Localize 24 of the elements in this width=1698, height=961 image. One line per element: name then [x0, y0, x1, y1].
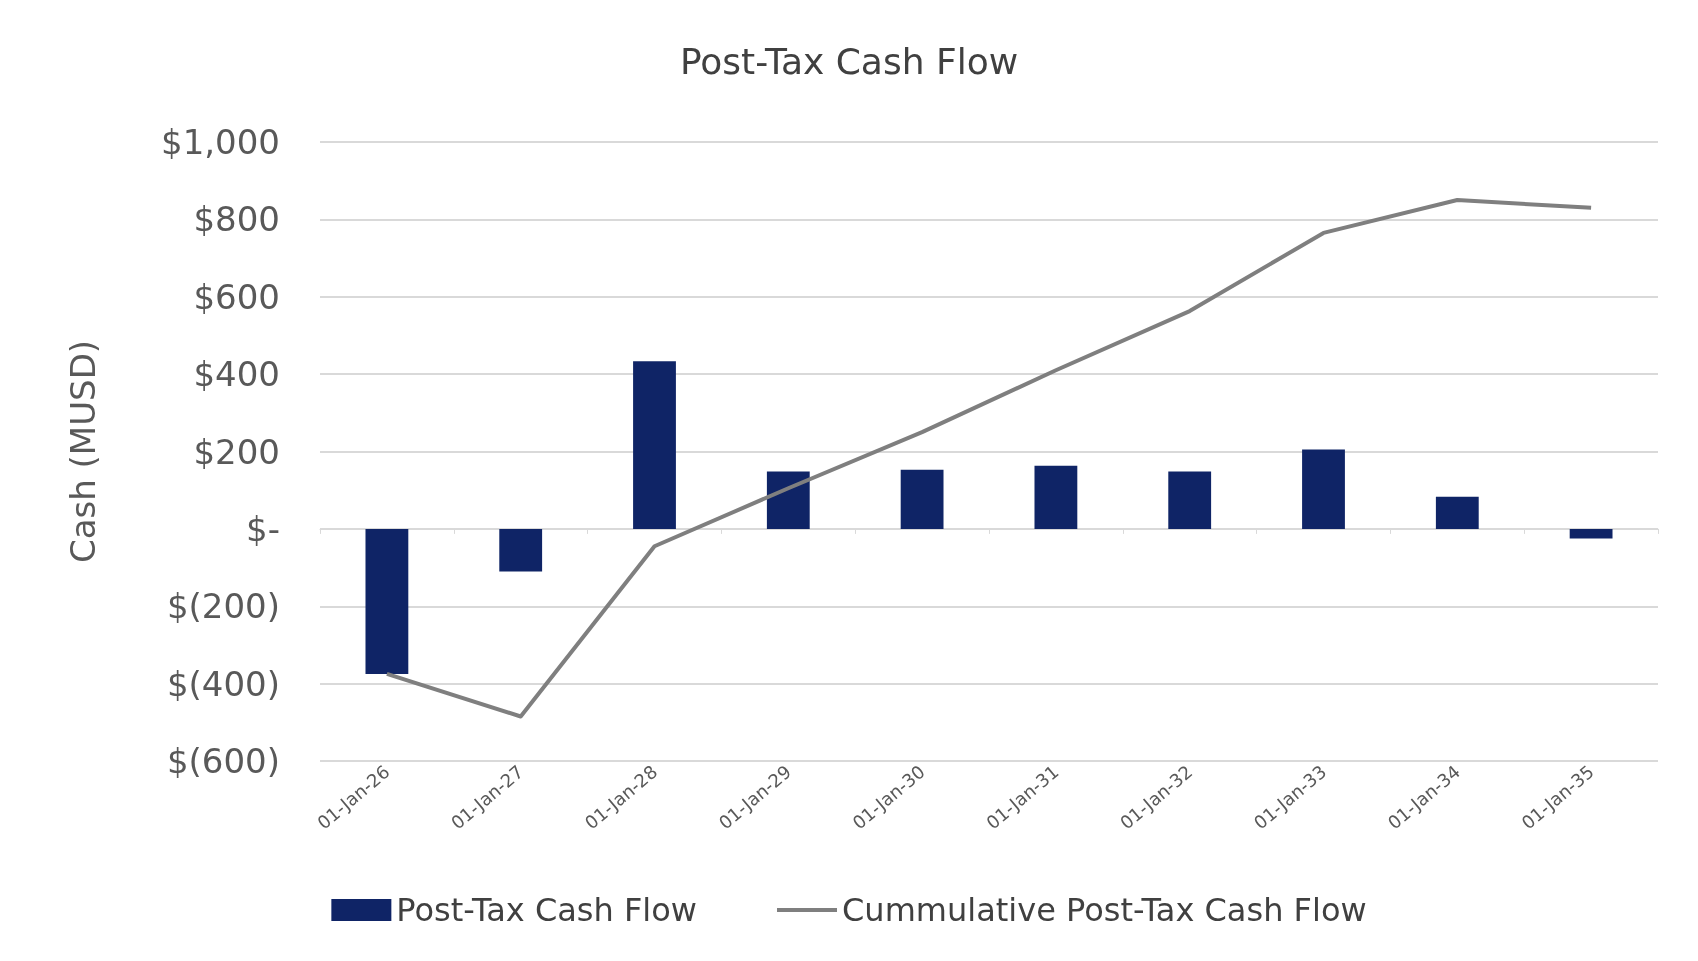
y-tick-label: $1,000 — [161, 122, 280, 162]
y-tick-label: $600 — [193, 276, 280, 317]
y-tick-label: $(600) — [166, 741, 280, 781]
bar — [1302, 449, 1345, 529]
y-tick-label: $400 — [193, 354, 280, 395]
y-tick-label: $200 — [193, 431, 280, 472]
legend-label: Cummulative Post-Tax Cash Flow — [842, 891, 1367, 929]
bar — [1435, 496, 1479, 529]
chart-title: Post-Tax Cash Flow — [679, 40, 1019, 82]
bar — [766, 471, 810, 529]
bar — [1168, 471, 1212, 529]
bar — [900, 469, 944, 529]
bar — [633, 361, 676, 529]
bar — [1569, 528, 1613, 539]
bar — [365, 528, 409, 674]
y-tick-label: $800 — [193, 199, 280, 240]
y-tick-label: $(200) — [166, 586, 280, 627]
line-series — [384, 198, 1594, 719]
legend-label: Post-Tax Cash Flow — [396, 891, 698, 929]
y-tick-label: $- — [246, 508, 280, 549]
y-axis-title: Cash (MUSD) — [63, 339, 103, 564]
y-tick-label: $(400) — [166, 663, 280, 704]
bar — [499, 528, 543, 572]
bar — [1034, 465, 1078, 529]
